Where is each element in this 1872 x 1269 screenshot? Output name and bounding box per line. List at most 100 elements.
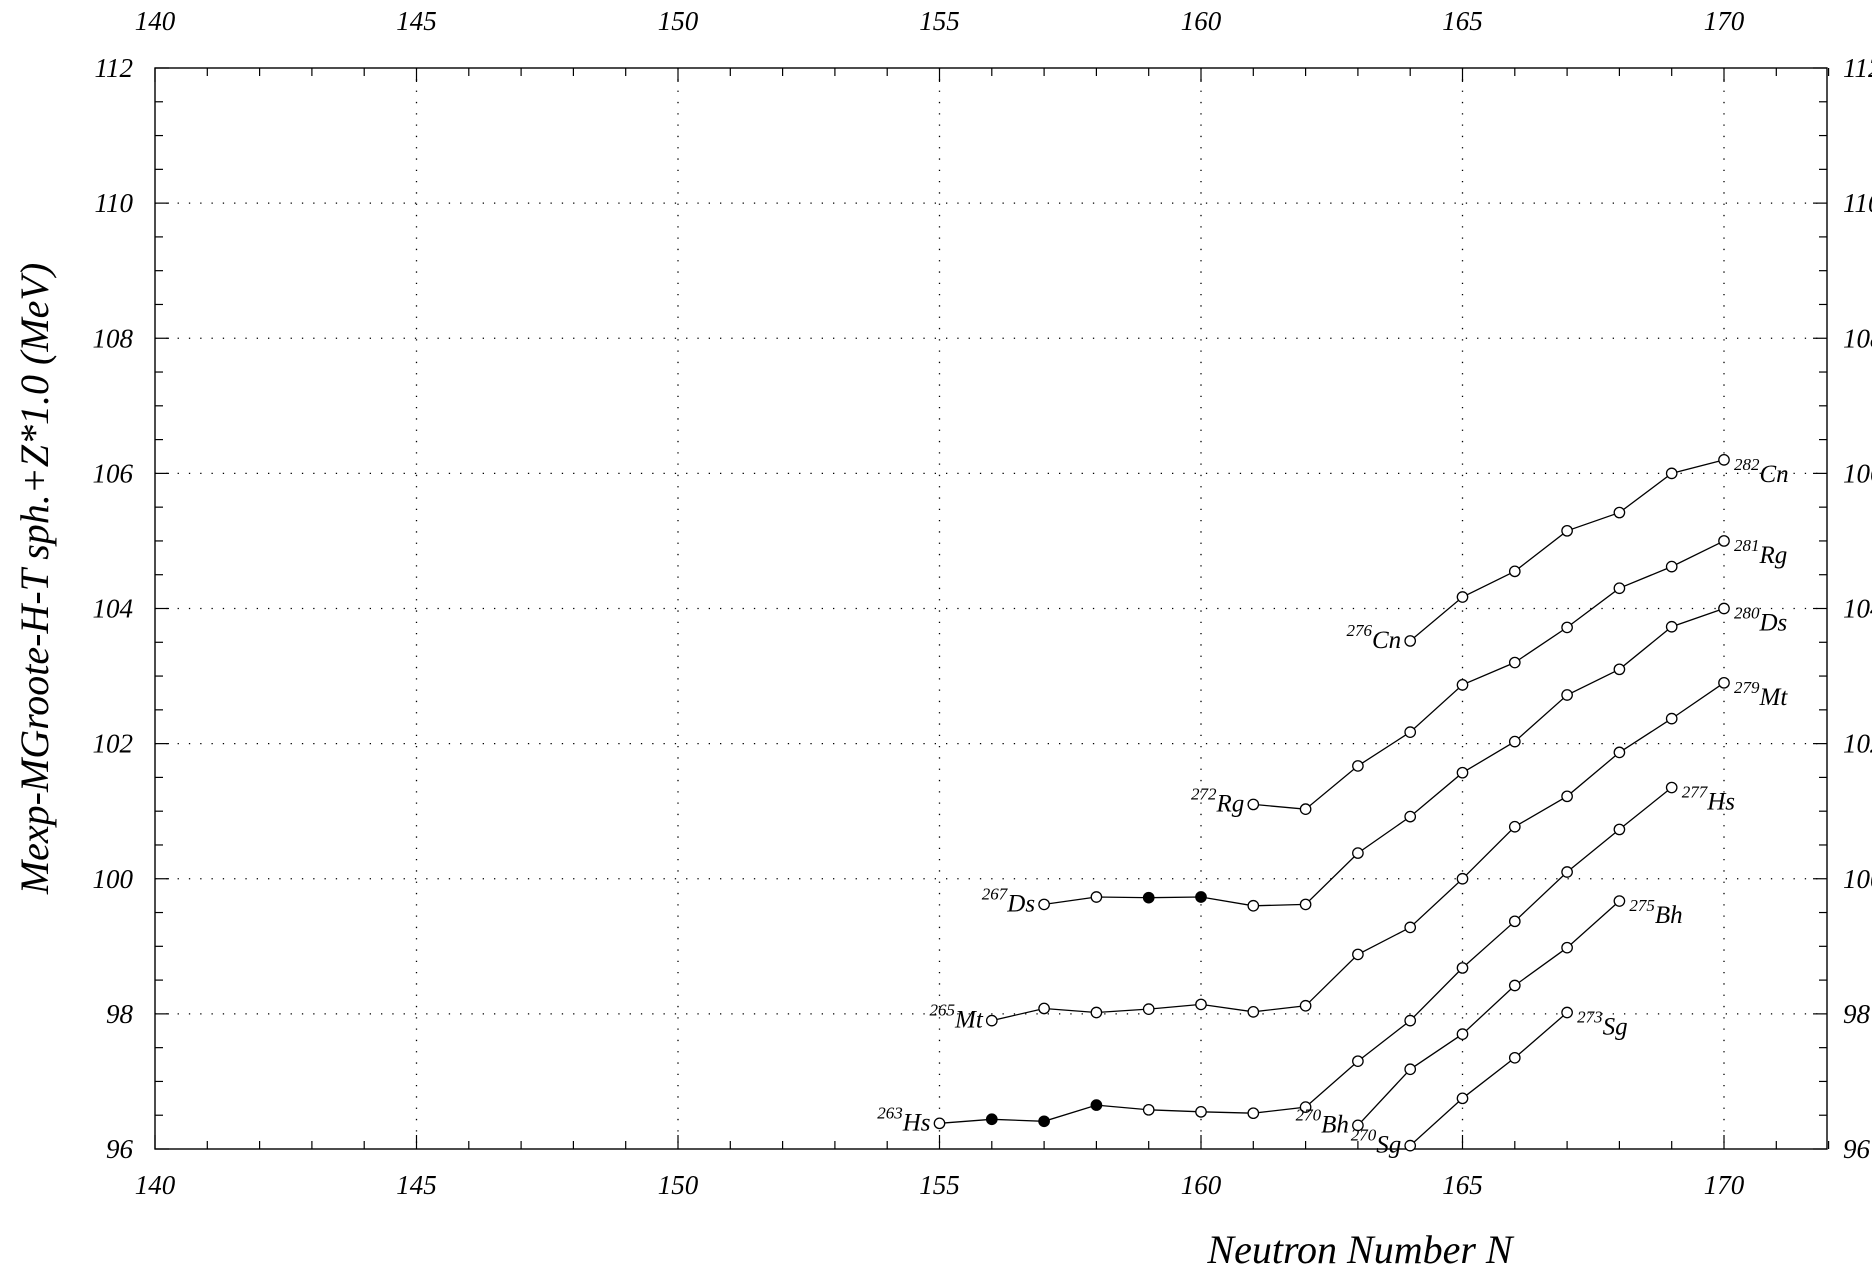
data-point-open bbox=[1456, 678, 1469, 691]
data-point-open bbox=[1299, 898, 1312, 911]
x-tick-label-top: 170 bbox=[1704, 6, 1745, 36]
data-point-open bbox=[1718, 535, 1730, 547]
data-point-open bbox=[1352, 847, 1364, 859]
isotope-label-start: 270Bh bbox=[1296, 1105, 1349, 1138]
data-point-open bbox=[1613, 582, 1626, 595]
isotope-label-start: 265Mt bbox=[930, 1001, 984, 1034]
data-point-open bbox=[1561, 621, 1573, 634]
data-point-open bbox=[1561, 941, 1573, 954]
isotope-label-end: 281Rg bbox=[1734, 536, 1787, 569]
data-point-filled bbox=[985, 1113, 998, 1126]
data-point-open bbox=[1090, 891, 1103, 903]
data-point-open bbox=[1718, 676, 1730, 689]
y-tick-label-right: 104 bbox=[1843, 594, 1872, 624]
data-point-filled bbox=[1195, 891, 1207, 903]
data-point-open bbox=[1456, 962, 1469, 974]
data-point-open bbox=[1508, 915, 1521, 928]
data-point-open bbox=[1561, 1006, 1573, 1019]
data-point-open bbox=[1038, 1002, 1050, 1015]
ticks bbox=[154, 67, 1830, 1150]
y-tick-label-right: 96 bbox=[1843, 1134, 1871, 1164]
data-point-open bbox=[1508, 656, 1521, 669]
data-point-open bbox=[1508, 735, 1521, 748]
data-point-filled bbox=[1090, 1099, 1103, 1111]
data-point-open bbox=[1561, 866, 1573, 878]
y-tick-label-right: 100 bbox=[1843, 864, 1872, 894]
y-tick-label-left: 98 bbox=[106, 999, 134, 1029]
data-point-open bbox=[1247, 1005, 1260, 1018]
isotope-label-end: 280Ds bbox=[1734, 604, 1787, 637]
series-line-rg bbox=[1253, 540, 1725, 810]
data-point-filled bbox=[1038, 1115, 1050, 1128]
data-point-open bbox=[1404, 921, 1417, 934]
isotope-label-start: 263Hs bbox=[877, 1103, 930, 1136]
y-tick-label-left: 96 bbox=[106, 1134, 134, 1164]
data-point-open bbox=[1718, 602, 1730, 615]
isotope-label-end: 282Cn bbox=[1734, 455, 1789, 488]
data-point-open bbox=[1508, 820, 1521, 833]
isotope-label-end: 273Sg bbox=[1577, 1008, 1628, 1041]
x-tick-label-bottom: 150 bbox=[658, 1170, 699, 1200]
grid bbox=[155, 68, 1827, 1149]
series-sg bbox=[1404, 1006, 1573, 1152]
isotope-label-end: 275Bh bbox=[1629, 896, 1682, 929]
data-point-open bbox=[1718, 454, 1730, 466]
series-hs bbox=[933, 781, 1678, 1130]
x-tick-label-top: 140 bbox=[135, 6, 176, 36]
isotope-label-end: 277Hs bbox=[1682, 783, 1735, 816]
isotope-label-start: 272Rg bbox=[1191, 784, 1244, 817]
data-point-open bbox=[1613, 746, 1626, 759]
y-tick-label-left: 110 bbox=[95, 188, 134, 218]
data-point-open bbox=[1299, 1101, 1312, 1113]
data-point-open bbox=[1613, 895, 1626, 907]
y-tick-label-left: 106 bbox=[93, 458, 134, 488]
y-tick-label-left: 108 bbox=[93, 323, 134, 353]
y-tick-label-left: 112 bbox=[95, 53, 134, 83]
series-line-sg bbox=[1409, 1012, 1568, 1147]
series-line-bh bbox=[1357, 900, 1620, 1126]
data-point-open bbox=[985, 1014, 998, 1027]
data-point-open bbox=[1665, 712, 1678, 725]
data-point-open bbox=[1247, 798, 1260, 811]
data-point-open bbox=[1299, 803, 1312, 816]
data-point-open bbox=[1561, 524, 1573, 537]
series-mt bbox=[985, 676, 1730, 1027]
data-point-open bbox=[1247, 1107, 1260, 1120]
data-point-open bbox=[1142, 1003, 1155, 1015]
data-point-open bbox=[1247, 899, 1260, 912]
data-point-open bbox=[1456, 1092, 1469, 1105]
data-point-open bbox=[1404, 1014, 1417, 1027]
data-point-open bbox=[1404, 1139, 1417, 1152]
data-point-filled bbox=[1142, 891, 1155, 904]
data-point-open bbox=[1090, 1006, 1103, 1019]
data-point-open bbox=[1613, 506, 1626, 519]
data-point-open bbox=[1404, 810, 1417, 823]
y-tick-label-right: 112 bbox=[1843, 53, 1872, 83]
x-tick-label-bottom: 165 bbox=[1442, 1170, 1483, 1200]
data-point-open bbox=[1352, 760, 1364, 772]
data-point-open bbox=[1404, 726, 1417, 738]
x-tick-label-top: 145 bbox=[396, 6, 437, 36]
data-point-open bbox=[1352, 948, 1364, 961]
data-point-open bbox=[1404, 635, 1417, 647]
y-tick-label-right: 108 bbox=[1843, 323, 1872, 353]
y-tick-label-right: 106 bbox=[1843, 458, 1872, 488]
data-point-open bbox=[1508, 565, 1521, 578]
x-tick-label-top: 165 bbox=[1442, 6, 1483, 36]
series-rg bbox=[1247, 535, 1730, 816]
tick-labels: 140 140 145 145 150 150 155 155 160 160 165 165 170 1… bbox=[93, 6, 1872, 1200]
x-axis-title: Neutron Number N bbox=[1206, 1227, 1515, 1269]
series-ds bbox=[1038, 602, 1730, 912]
data-point-open bbox=[1665, 560, 1678, 573]
plot-frame bbox=[154, 67, 1828, 1150]
data-point-open bbox=[933, 1117, 946, 1130]
data-point-open bbox=[1665, 620, 1678, 633]
data-point-open bbox=[1665, 467, 1678, 480]
isotope-label-end: 279Mt bbox=[1734, 678, 1788, 711]
series-bh bbox=[1352, 895, 1626, 1132]
x-tick-label-top: 155 bbox=[919, 6, 960, 36]
x-tick-label-bottom: 140 bbox=[135, 1170, 176, 1200]
data-point-open bbox=[1508, 979, 1521, 992]
x-tick-label-bottom: 160 bbox=[1181, 1170, 1222, 1200]
